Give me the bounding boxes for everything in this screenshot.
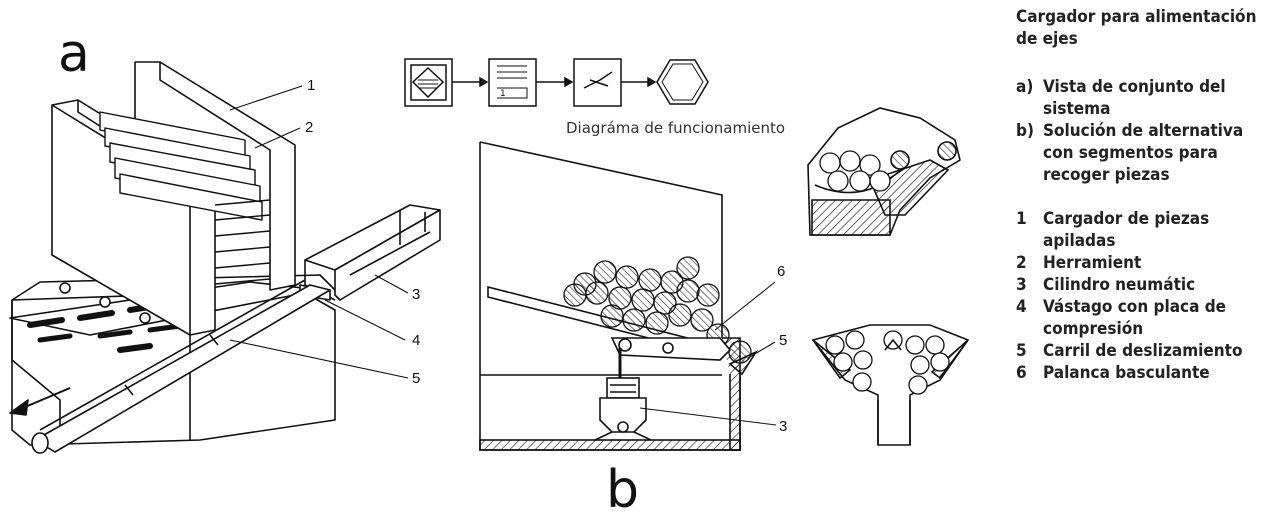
legend-item-text: Vástago con placa de compresión — [1043, 297, 1227, 339]
flow-diagram-caption: Diagráma de funcionamiento — [566, 119, 786, 137]
legend-view-text: Solución de alternativa con segmentos pa… — [1043, 121, 1244, 185]
legend-item-key: 3 — [1016, 275, 1027, 295]
legend-title: Cargador para alimentación de ejes — [1016, 7, 1257, 49]
legend-item: 2 Herramient — [1016, 252, 1271, 274]
legend-item-key: 6 — [1016, 363, 1027, 383]
legend-item-key: 1 — [1016, 209, 1027, 229]
callout-b-3: 3 — [779, 418, 788, 435]
legend-item-text: Herramient — [1043, 253, 1142, 273]
callout-4: 4 — [412, 332, 421, 349]
svg-text:1: 1 — [500, 89, 506, 99]
legend-view-text: Vista de conjunto del sistema — [1043, 77, 1226, 119]
legend-item: 5 Carril de deslizamiento — [1016, 340, 1271, 362]
legend-view-key: b) — [1016, 121, 1034, 141]
legend-item-key: 4 — [1016, 297, 1027, 317]
segment-view-top — [807, 107, 961, 236]
view-a-overview-drawing — [9, 61, 441, 454]
callout-b-6: 6 — [777, 263, 786, 280]
callout-b-5: 5 — [779, 332, 788, 349]
callout-leaders-b — [639, 281, 777, 426]
view-b-letter: b — [606, 460, 640, 520]
legend-item: 6 Palanca basculante — [1016, 362, 1271, 384]
legend-item-text: Cargador de piezas apiladas — [1043, 209, 1210, 251]
callout-3: 3 — [412, 286, 421, 303]
legend-item: 1 Cargador de piezas apiladas — [1016, 208, 1271, 252]
segment-view-bottom — [811, 324, 970, 446]
rods-section — [563, 256, 752, 364]
stacked-rods — [99, 111, 271, 285]
legend-item: 3 Cilindro neumátic — [1016, 274, 1271, 296]
view-b-section-drawing — [479, 141, 759, 451]
legend-item-text: Cilindro neumátic — [1043, 275, 1196, 295]
legend-item-key: 5 — [1016, 341, 1027, 361]
function-flow-diagram: 1 — [404, 58, 709, 107]
legend-panel: Cargador para alimentación de ejes a) Vi… — [1016, 6, 1271, 384]
callout-2: 2 — [305, 119, 314, 136]
callout-leaders-a — [229, 85, 409, 379]
callout-5: 5 — [412, 370, 421, 387]
legend-view-key: a) — [1016, 77, 1034, 97]
legend-item: 4 Vástago con placa de compresión — [1016, 296, 1271, 340]
legend-item-key: 2 — [1016, 253, 1027, 273]
legend-view-b: b) Solución de alternativa con segmentos… — [1016, 120, 1271, 186]
legend-view-a: a) Vista de conjunto del sistema — [1016, 76, 1271, 120]
technical-illustration: 1 — [9, 58, 970, 454]
callout-1: 1 — [307, 77, 316, 94]
view-a-letter: a — [58, 24, 90, 84]
legend-item-text: Palanca basculante — [1043, 363, 1210, 383]
legend-item-text: Carril de deslizamiento — [1043, 341, 1243, 361]
